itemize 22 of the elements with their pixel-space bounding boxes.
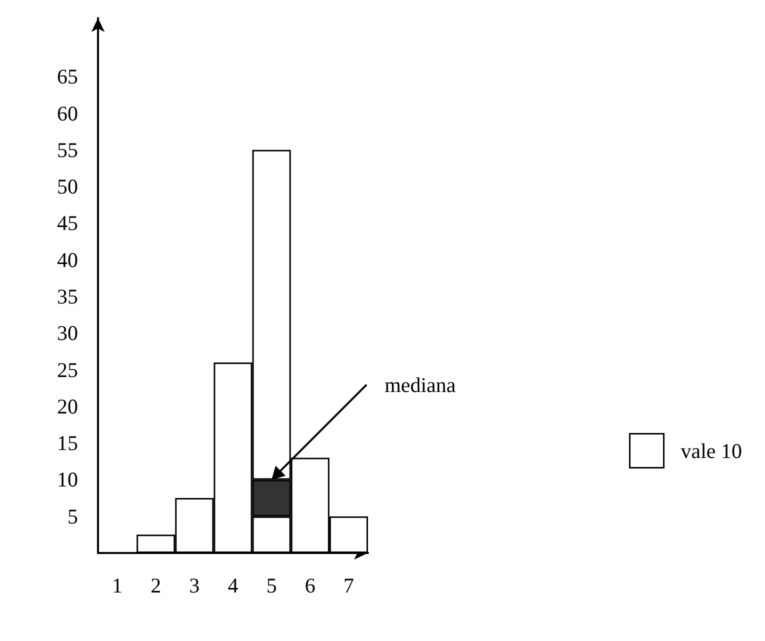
y-tick-label: 60: [57, 101, 78, 126]
x-tick-label: 1: [112, 574, 123, 598]
y-tick-label: 30: [57, 321, 78, 346]
y-tick-label: 50: [57, 174, 78, 199]
x-tick-label: 6: [304, 574, 316, 598]
y-tick-label: 55: [57, 138, 78, 162]
y-tick-label: 20: [57, 394, 78, 418]
y-tick-label: 35: [57, 284, 78, 308]
x-tick-label: 7: [343, 574, 354, 598]
y-tick-label: 10: [57, 468, 78, 492]
y-tick-label: 65: [57, 64, 78, 89]
y-tick-label: 25: [57, 358, 78, 382]
annotation: mediana: [384, 373, 456, 398]
y-tick-label: 40: [57, 248, 78, 272]
x-tick-label: 4: [228, 574, 239, 598]
x-tick-label: 5: [266, 574, 277, 598]
x-tick-label: 2: [150, 574, 162, 598]
y-tick-label: 45: [57, 211, 78, 236]
x-tick-label: 3: [189, 574, 200, 598]
y-tick-label: 5: [68, 504, 78, 528]
legend-label: vale 10: [680, 438, 742, 463]
y-tick-label: 15: [57, 431, 78, 456]
